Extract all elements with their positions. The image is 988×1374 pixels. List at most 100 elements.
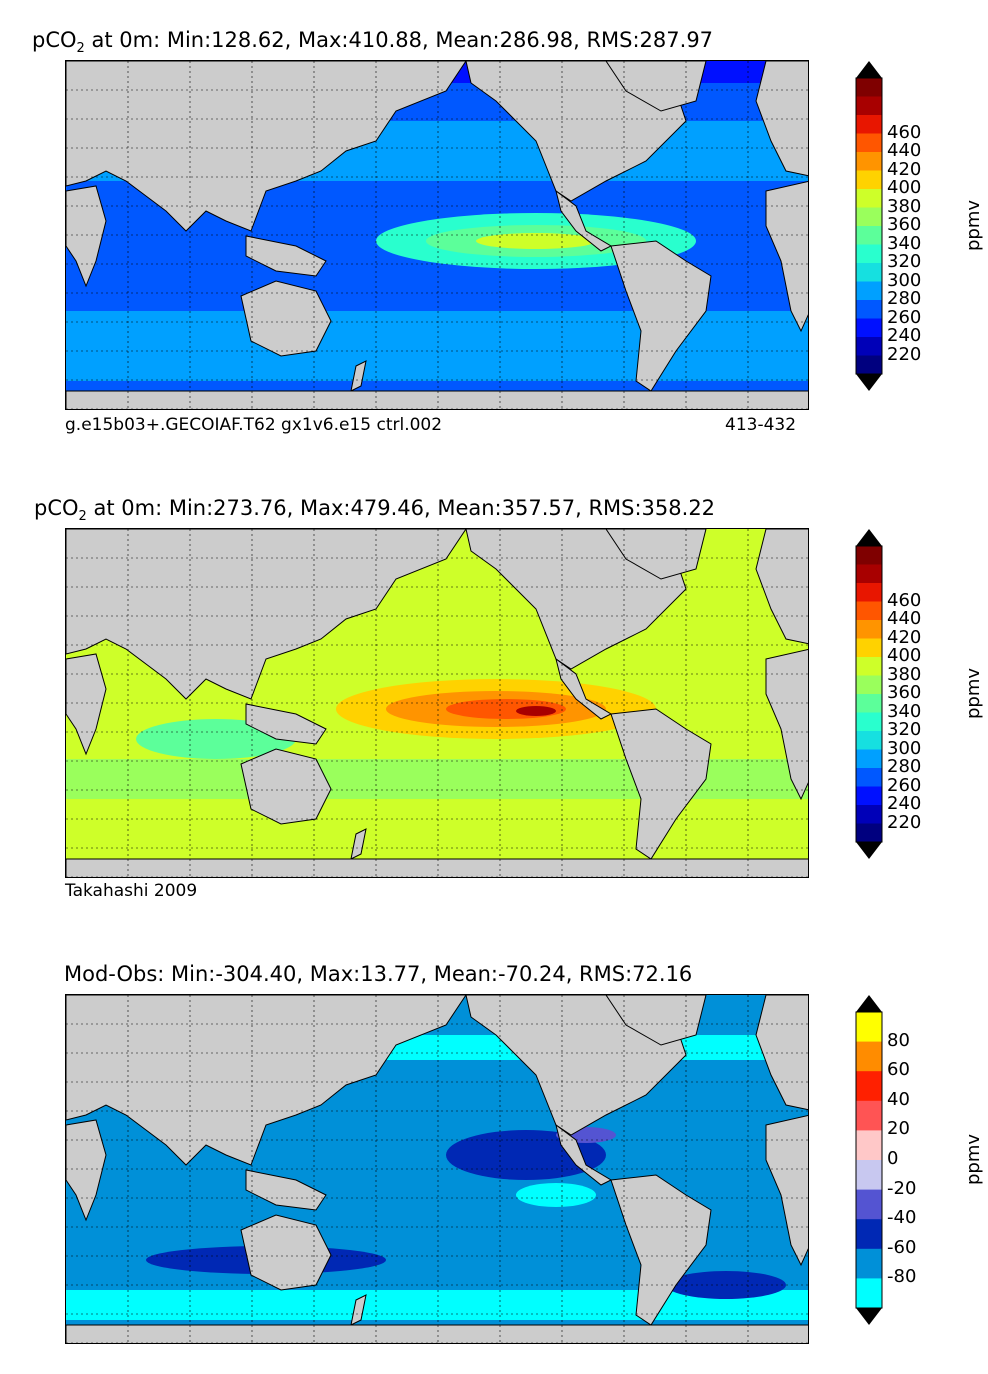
colorbar-bin [856,1100,882,1131]
colorbar-extend-min [856,1308,882,1325]
colorbar-tick-label: 340 [887,232,922,254]
colorbar-bin [856,263,882,282]
colorbar-extend-min [856,842,882,859]
colorbar-bin [856,601,882,621]
colorbar-bin [856,337,882,356]
land-mass [66,1119,107,1222]
map-plot [65,60,809,410]
colorbar-bin [856,355,882,375]
colorbar-tick-label: 340 [887,700,922,722]
colorbar-bin [856,115,882,134]
land-mass [66,1324,808,1343]
colorbar-unit-label: ppmv [963,667,984,719]
colorbar-bin [856,1278,882,1309]
colorbar-swatches [855,529,883,859]
colorbar-tick-label: 220 [887,343,922,365]
colorbar-tick-label: 400 [887,645,922,666]
colorbar-extend-max [856,61,882,78]
colorbar-bin [856,1041,882,1072]
land-mass [245,1169,327,1211]
colorbar-tick-label: 380 [887,663,922,685]
colorbar-bin [856,546,882,565]
land-mass [240,280,332,357]
colorbar-bin [856,638,882,658]
land-mass [240,748,332,825]
colorbar-tick-label: 360 [887,682,922,703]
colorbar-bin [856,300,882,319]
colorbar-bin [856,675,882,695]
colorbar-tick-label: 320 [887,719,922,740]
colorbar-tick-label: 0 [887,1148,899,1169]
land-mass [66,995,467,1166]
land-mass [755,61,808,177]
colorbar-bin [856,1130,882,1161]
contour-band [66,819,808,849]
land-mass [66,390,808,409]
colorbar-tick-label: 440 [887,140,922,161]
map-plot [65,528,809,878]
colorbar-bin [856,1248,882,1279]
colorbar-bin [856,805,882,824]
land-mass [66,185,107,288]
colorbar-tick-label: 40 [887,1088,910,1110]
colorbar-extend-min [856,374,882,391]
colorbar-tick-label: 460 [887,121,922,143]
contour-band [476,233,596,249]
run-label: g.e15b03+.GECOIAF.T62 gx1v6.e15 ctrl.002 [65,415,443,435]
colorbar: 220 240 260 280 300 320 340 360 380 400 420 440 460 p… [855,528,984,864]
colorbar-bin [856,694,882,713]
colorbar-bin [856,244,882,264]
land-mass [66,61,467,232]
land-mass [605,995,707,1046]
colorbar-bin [856,281,882,301]
source-label: Takahashi 2009 [65,881,198,901]
land-mass [245,703,327,745]
colorbar-bin [856,1012,882,1043]
land-mass [765,648,808,801]
colorbar-bin [856,189,882,208]
colorbar-bin [856,768,882,787]
colorbar: 220 240 260 280 300 320 340 360 380 400 420 440 460 p… [855,60,984,396]
colorbar-tick-label: 240 [887,793,922,814]
colorbar-bin [856,657,882,676]
colorbar-extend-max [856,529,882,546]
land-mass [66,529,467,700]
panel-title: pCO2 at 0m: Min:273.76, Max:479.46, Mean… [34,496,716,525]
panel-title: Mod-Obs: Min:-304.40, Max:13.77, Mean:-7… [64,962,693,986]
colorbar-tick-label: 220 [887,811,922,833]
colorbar-bin [856,786,882,806]
colorbar-bin [856,749,882,769]
colorbar-tick-label: 380 [887,195,922,217]
land-mass [350,828,367,860]
land-mass [605,61,707,112]
colorbar-tick-label: 360 [887,214,922,235]
colorbar-tick-label: -40 [887,1207,917,1229]
land-mass [605,529,707,580]
map-plot [65,994,809,1344]
colorbar-tick-label: 280 [887,288,922,309]
colorbar-tick-label: 300 [887,737,922,759]
colorbar-tick-label: 400 [887,177,922,198]
colorbar-tick-label: 260 [887,774,922,796]
colorbar-bin [856,1189,882,1220]
colorbar-tick-label: 20 [887,1118,910,1140]
colorbar: -80 -60 -40 -20 0 20 40 60 80 ppmv [855,994,984,1330]
colorbar-tick-label: 260 [887,306,922,328]
colorbar-swatches [855,61,883,391]
colorbar-swatches [855,995,883,1325]
colorbar-tick-label: 300 [887,269,922,291]
land-mass [66,858,808,877]
year-range-label: 413-432 [725,415,797,435]
land-mass [245,235,327,277]
land-mass [765,1114,808,1267]
land-mass [555,189,613,252]
colorbar-tick-label: 240 [887,325,922,346]
colorbar-unit-label: ppmv [963,1133,984,1185]
colorbar-bin [856,1071,882,1102]
colorbar-tick-label: -60 [887,1236,917,1258]
panel-obs: pCO2 at 0m: Min:273.76, Max:479.46, Mean… [0,466,988,926]
panel-diff: Mod-Obs: Min:-304.40, Max:13.77, Mean:-7… [0,932,988,1374]
colorbar-bin [856,1160,882,1191]
colorbar-tick-label: 440 [887,608,922,629]
land-mass [755,529,808,645]
